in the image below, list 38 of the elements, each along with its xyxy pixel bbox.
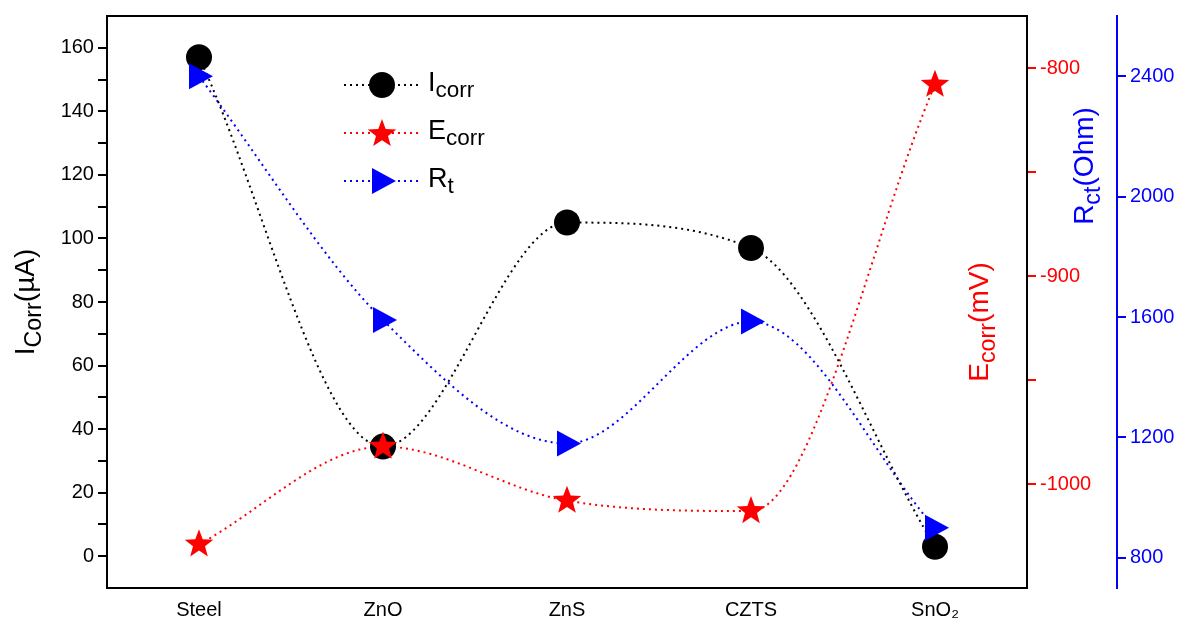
y2-tick-label: -1000 bbox=[1040, 471, 1092, 494]
y2-tick-label: -800 bbox=[1040, 55, 1081, 78]
x-tick-label: CZTS bbox=[724, 597, 778, 620]
point bbox=[736, 496, 766, 524]
x-tick-label: Steel bbox=[176, 597, 222, 620]
y3-tick-label: 1600 bbox=[1130, 304, 1175, 327]
point bbox=[738, 234, 764, 261]
x-tick-label: ZnO bbox=[363, 597, 403, 620]
y3-tick-label: 1200 bbox=[1130, 424, 1175, 447]
y-tick-label: 40 bbox=[71, 416, 94, 439]
y-tick-label: 160 bbox=[60, 35, 94, 58]
point bbox=[922, 533, 948, 560]
point bbox=[920, 69, 950, 97]
point bbox=[925, 514, 949, 541]
y3-tick-label: 800 bbox=[1130, 545, 1164, 568]
y2-tick-label: -900 bbox=[1040, 263, 1081, 286]
point bbox=[741, 308, 765, 335]
y-tick-label: 60 bbox=[71, 353, 94, 376]
point bbox=[184, 529, 214, 557]
y-tick-label: 140 bbox=[60, 98, 94, 121]
point bbox=[557, 430, 581, 457]
x-tick-label: ZnS bbox=[548, 597, 586, 620]
legend-label: I$_{corr}$ bbox=[428, 66, 475, 104]
y-tick-label: 100 bbox=[60, 225, 94, 248]
y-tick-label: 80 bbox=[71, 289, 94, 312]
point bbox=[554, 209, 580, 236]
point bbox=[552, 485, 582, 513]
y-tick-label: 0 bbox=[82, 543, 94, 566]
x-tick-label: SnO₂ bbox=[911, 597, 959, 620]
legend-label: R$_{t}$ bbox=[428, 162, 454, 200]
legend-label: E$_{corr}$ bbox=[428, 114, 485, 152]
y-tick-label: 20 bbox=[71, 480, 94, 503]
point bbox=[186, 44, 212, 71]
point bbox=[373, 307, 397, 334]
y3-tick-label: 2400 bbox=[1130, 63, 1175, 86]
point bbox=[189, 63, 213, 90]
y-tick-label: 120 bbox=[60, 162, 94, 185]
y3-tick-label: 2000 bbox=[1130, 184, 1175, 207]
